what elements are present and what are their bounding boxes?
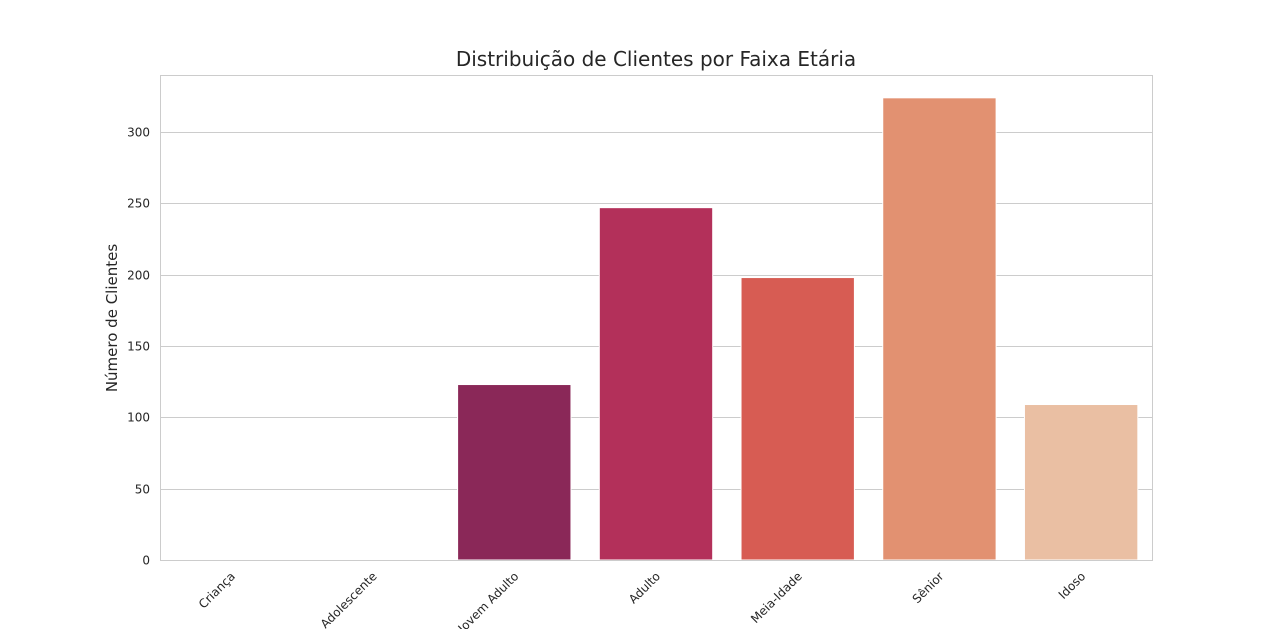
bar-6 bbox=[1023, 404, 1139, 561]
bar-2 bbox=[457, 384, 572, 561]
y-tick-label: 0 bbox=[142, 554, 150, 568]
x-tick-labels: Criança Adolescente Jovem Adulto Adulto Meia… bbox=[196, 569, 1088, 629]
plot-frame bbox=[160, 75, 1153, 561]
y-tick-label: 100 bbox=[127, 411, 150, 425]
x-tick-label: Sênior bbox=[910, 569, 947, 606]
x-tick-label: Idoso bbox=[1056, 569, 1089, 602]
bar-3 bbox=[598, 207, 714, 561]
y-tick-labels: 0 50 100 150 200 250 300 bbox=[127, 126, 150, 568]
y-tick-label: 300 bbox=[127, 126, 150, 140]
x-tick-label: Meia-Idade bbox=[748, 569, 805, 626]
y-tick-label: 200 bbox=[127, 269, 150, 283]
x-tick-label: Adulto bbox=[626, 569, 663, 606]
x-tick-label: Adolescente bbox=[318, 569, 380, 629]
y-tick-label: 150 bbox=[127, 340, 150, 354]
bar-5 bbox=[882, 97, 997, 561]
y-tick-label: 250 bbox=[127, 197, 150, 211]
y-axis-label: Número de Clientes bbox=[103, 244, 121, 393]
x-tick-label: Jovem Adulto bbox=[455, 569, 522, 629]
bars bbox=[457, 97, 1139, 561]
x-tick-label: Criança bbox=[196, 569, 238, 611]
bar-4 bbox=[740, 277, 855, 561]
y-tick-label: 50 bbox=[135, 483, 150, 497]
chart-title: Distribuição de Clientes por Faixa Etári… bbox=[456, 47, 856, 71]
